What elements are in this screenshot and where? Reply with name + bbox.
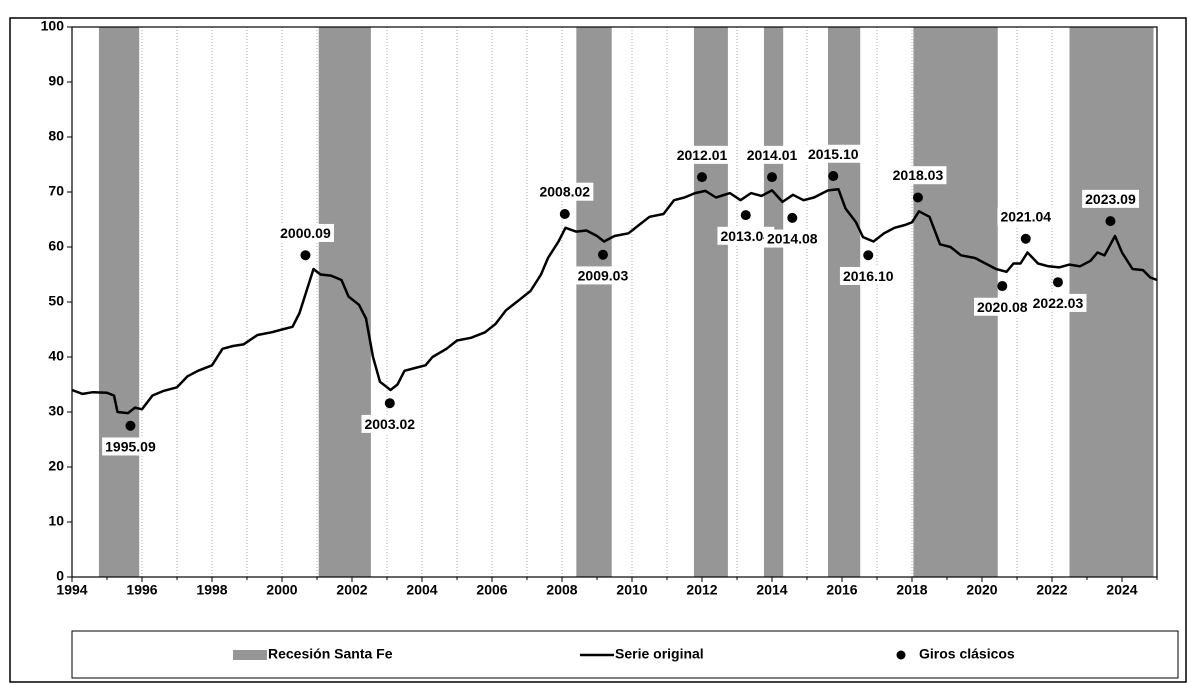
- recession-band: [693, 27, 728, 577]
- turning-point: [384, 398, 395, 409]
- y-tick-label: 20: [48, 458, 64, 474]
- turning-point: [597, 249, 608, 260]
- x-tick-label: 2018: [896, 582, 927, 598]
- x-tick-label: 2010: [616, 582, 647, 598]
- label-box: [673, 145, 731, 164]
- turning-point: [787, 212, 798, 223]
- legend-swatch: [233, 650, 267, 660]
- turning-point: [740, 210, 751, 221]
- turning-point: [912, 192, 923, 203]
- turning-point-label: 2014.08: [767, 231, 818, 247]
- x-tick-label: 2004: [406, 582, 437, 598]
- recession-band: [318, 27, 371, 577]
- label-box: [102, 437, 159, 456]
- x-tick-label: 2016: [826, 582, 857, 598]
- y-tick-label: 30: [48, 403, 64, 419]
- turning-point-label: 2018.03: [893, 167, 944, 183]
- recession-band: [98, 27, 140, 577]
- turning-point: [1020, 233, 1031, 244]
- turning-point-label: 2023.09: [1085, 191, 1136, 207]
- legend-label: Giros clásicos: [919, 646, 1015, 662]
- y-tick-label: 100: [41, 18, 65, 34]
- x-tick-label: 2012: [686, 582, 717, 598]
- label-box: [574, 266, 632, 285]
- y-tick-label: 70: [48, 183, 64, 199]
- turning-point-label: 2012.01: [677, 147, 728, 163]
- turning-point: [1105, 216, 1116, 227]
- legend-label: Serie original: [615, 646, 704, 662]
- turning-point-label: 2009.03: [578, 267, 629, 283]
- label-box: [717, 226, 775, 245]
- turning-point: [300, 250, 311, 261]
- turning-point-label: 2022.03: [1033, 295, 1084, 311]
- turning-point: [997, 281, 1008, 292]
- label-box: [973, 297, 1031, 316]
- x-tick-label: 2024: [1106, 582, 1137, 598]
- x-tick-label: 2002: [336, 582, 367, 598]
- label-box: [997, 207, 1055, 226]
- turning-point: [697, 172, 707, 183]
- turning-point-label: 2014.01: [747, 147, 798, 163]
- turning-point: [125, 420, 136, 431]
- label-box: [839, 266, 897, 285]
- turning-point-label: 2013.04: [720, 228, 771, 244]
- turning-point: [828, 171, 839, 182]
- label-box: [277, 223, 334, 242]
- y-tick-label: 90: [48, 73, 64, 89]
- turning-point-label: 2020.08: [977, 299, 1028, 315]
- legend-swatch: [896, 650, 906, 660]
- label-box: [743, 145, 801, 164]
- label-box: [889, 166, 947, 185]
- recession-band: [576, 27, 612, 577]
- recession-band: [828, 27, 861, 577]
- legend-label: Recesión Santa Fe: [268, 646, 393, 662]
- y-tick-label: 60: [48, 238, 64, 254]
- label-box: [1029, 293, 1087, 312]
- recession-band: [763, 27, 784, 577]
- x-tick-label: 2000: [266, 582, 297, 598]
- x-tick-label: 2022: [1036, 582, 1067, 598]
- turning-point: [767, 172, 777, 183]
- turning-point-label: 2021.04: [1000, 208, 1051, 224]
- label-box: [361, 414, 419, 433]
- turning-point-label: 1995.09: [105, 438, 156, 454]
- turning-point: [863, 250, 874, 261]
- label-box: [1082, 189, 1139, 208]
- y-tick-label: 0: [56, 568, 64, 584]
- x-tick-label: 2008: [546, 582, 577, 598]
- x-tick-label: 2006: [476, 582, 507, 598]
- turning-point-label: 2000.09: [280, 225, 331, 241]
- y-tick-label: 80: [48, 128, 64, 144]
- turning-point-label: 2016.10: [843, 268, 894, 284]
- y-tick-label: 10: [48, 513, 64, 529]
- x-tick-label: 2020: [966, 582, 997, 598]
- x-tick-label: 1994: [56, 582, 87, 598]
- series-line: [71, 188, 1158, 415]
- x-tick-label: 2014: [756, 582, 787, 598]
- x-tick-label: 1996: [126, 582, 157, 598]
- turning-point-label: 2003.02: [364, 416, 415, 432]
- label-box: [536, 182, 594, 201]
- turning-point-label: 2015.10: [808, 146, 859, 162]
- y-tick-label: 40: [48, 348, 64, 364]
- y-tick-label: 50: [48, 293, 64, 309]
- label-box: [763, 229, 821, 248]
- label-box: [804, 144, 862, 163]
- turning-point: [559, 209, 570, 219]
- turning-point: [1052, 277, 1063, 288]
- turning-point-label: 2008.02: [539, 184, 590, 200]
- x-tick-label: 1998: [196, 582, 227, 598]
